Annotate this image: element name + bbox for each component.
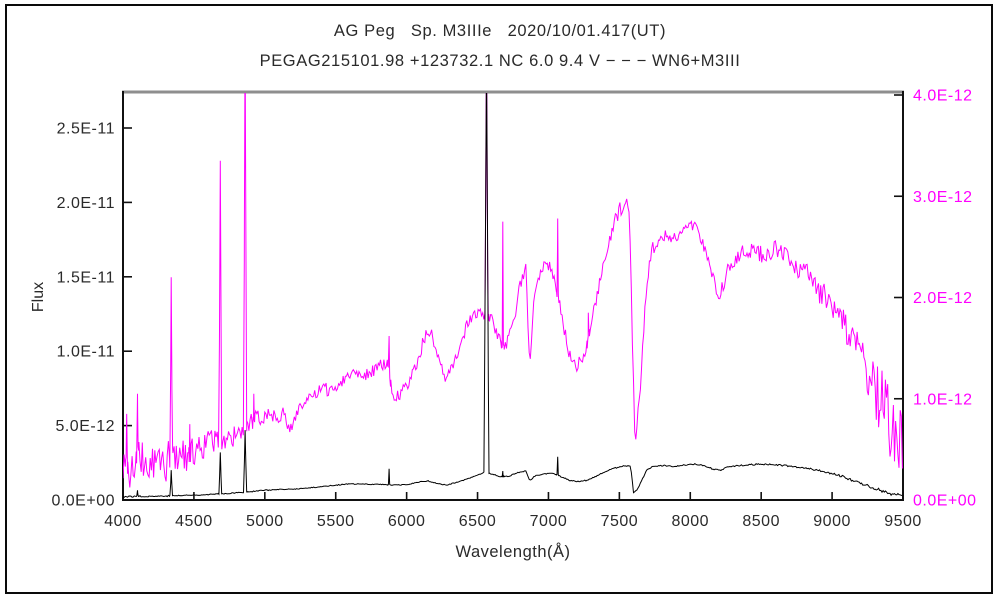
svg-text:3.0E-12: 3.0E-12 [913, 189, 973, 206]
svg-text:4000: 4000 [104, 513, 142, 530]
chart-title: AG Peg Sp. M3IIIe 2020/10/01.417(UT) [333, 22, 667, 40]
x-axis-title: Wavelength(Å) [455, 543, 571, 561]
svg-text:5000: 5000 [246, 513, 284, 530]
svg-text:5500: 5500 [317, 513, 355, 530]
svg-text:6500: 6500 [459, 513, 497, 530]
svg-text:2.5E-11: 2.5E-11 [57, 121, 115, 138]
svg-text:0.0E+00: 0.0E+00 [913, 493, 977, 510]
svg-text:9500: 9500 [884, 513, 922, 530]
svg-text:1.5E-11: 1.5E-11 [57, 269, 115, 286]
svg-text:8500: 8500 [742, 513, 780, 530]
svg-text:1.0E-11: 1.0E-11 [57, 344, 115, 361]
svg-text:2.0E-11: 2.0E-11 [57, 195, 115, 212]
svg-text:8000: 8000 [671, 513, 709, 530]
svg-text:7000: 7000 [530, 513, 568, 530]
chart-subtitle: PEGAG215101.98 +123732.1 NC 6.0 9.4 V − … [259, 52, 741, 70]
svg-text:9000: 9000 [813, 513, 851, 530]
svg-text:2.0E-12: 2.0E-12 [913, 290, 973, 307]
svg-text:4500: 4500 [175, 513, 213, 530]
svg-text:6000: 6000 [388, 513, 426, 530]
left-axis-title: Flux [30, 281, 47, 313]
svg-text:0.0E+00: 0.0E+00 [51, 493, 115, 510]
svg-text:1.0E-12: 1.0E-12 [913, 391, 973, 408]
svg-text:4.0E-12: 4.0E-12 [913, 88, 973, 105]
svg-text:5.0E-12: 5.0E-12 [55, 418, 115, 435]
figure-border [5, 4, 993, 594]
svg-text:7500: 7500 [601, 513, 639, 530]
